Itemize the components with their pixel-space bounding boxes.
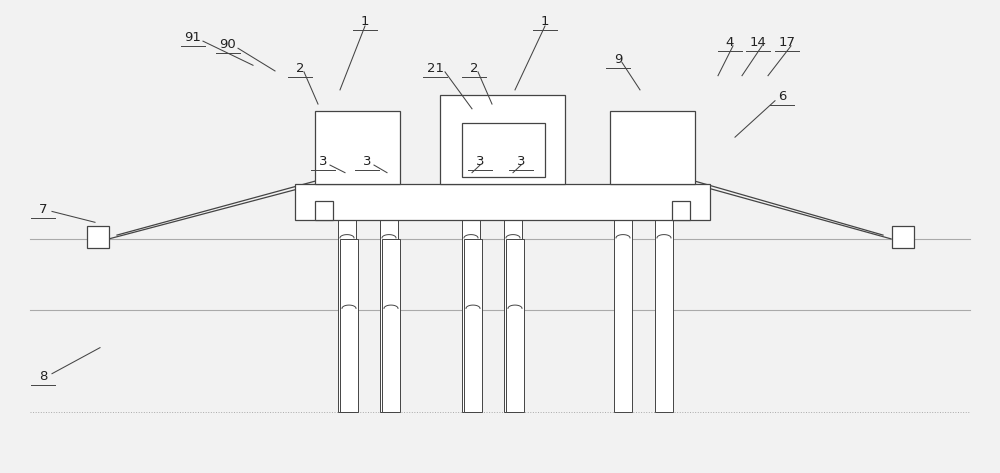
Bar xyxy=(892,226,914,248)
Bar xyxy=(462,123,545,177)
Text: 2: 2 xyxy=(296,62,304,75)
Bar xyxy=(464,239,482,412)
Bar xyxy=(315,111,400,184)
Text: 2: 2 xyxy=(470,62,478,75)
Text: 6: 6 xyxy=(778,90,786,104)
Bar xyxy=(462,220,480,412)
Text: 3: 3 xyxy=(476,155,484,168)
Text: 4: 4 xyxy=(726,36,734,49)
Bar xyxy=(295,184,710,220)
Bar xyxy=(338,220,356,412)
Bar xyxy=(380,220,398,412)
Text: 1: 1 xyxy=(541,15,549,28)
Text: 1: 1 xyxy=(361,15,369,28)
Text: 91: 91 xyxy=(185,31,201,44)
Text: 9: 9 xyxy=(614,53,622,66)
Text: 21: 21 xyxy=(426,62,444,75)
Bar xyxy=(382,239,400,412)
Bar xyxy=(672,201,690,220)
Text: 8: 8 xyxy=(39,369,47,383)
Bar xyxy=(506,239,524,412)
Bar xyxy=(87,226,109,248)
Text: 17: 17 xyxy=(778,36,796,49)
Bar xyxy=(655,220,673,412)
Text: 3: 3 xyxy=(363,155,371,168)
Text: 90: 90 xyxy=(220,38,236,52)
Bar xyxy=(610,111,695,184)
Text: 14: 14 xyxy=(750,36,766,49)
Bar xyxy=(504,220,522,412)
Text: 3: 3 xyxy=(517,155,525,168)
Bar xyxy=(315,201,333,220)
Text: 3: 3 xyxy=(319,155,327,168)
Bar xyxy=(614,220,632,412)
Bar xyxy=(440,95,565,184)
Bar xyxy=(340,239,358,412)
Text: 7: 7 xyxy=(39,202,47,216)
